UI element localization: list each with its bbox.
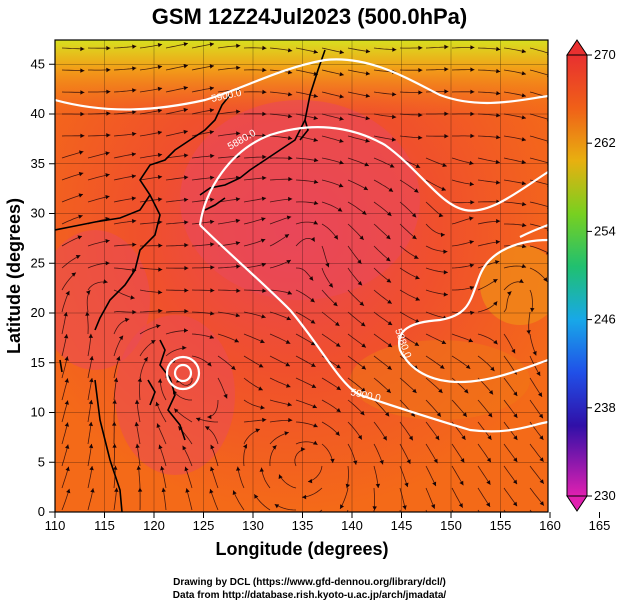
y-tick-label: 40	[31, 106, 45, 121]
x-tick-label: 120	[143, 518, 165, 533]
x-tick-label: 145	[391, 518, 413, 533]
colorbar-min-arrow	[566, 495, 588, 512]
y-tick-label: 35	[31, 156, 45, 171]
x-axis-title: Longitude (degrees)	[215, 539, 388, 559]
colorbar-max-arrow	[566, 39, 588, 56]
wind-streamlines	[61, 42, 548, 512]
y-tick-label: 10	[31, 405, 45, 420]
colorbar-label: 230	[594, 488, 616, 503]
colorbar: 270 262 254 246 238 230	[566, 39, 616, 512]
x-tick-label: 160	[539, 518, 561, 533]
plot-frame	[54, 39, 549, 513]
y-tick-label: 45	[31, 56, 45, 71]
y-tick-label: 0	[38, 504, 45, 519]
y-tick-label: 30	[31, 206, 45, 221]
credit-data: Data from http://database.rish.kyoto-u.a…	[172, 590, 447, 601]
x-tick-label: 135	[292, 518, 314, 533]
y-tick-label: 15	[31, 355, 45, 370]
y-tick-label: 20	[31, 305, 45, 320]
colorbar-label: 254	[594, 223, 616, 238]
y-axis-title: Latitude (degrees)	[4, 198, 24, 354]
colorbar-label: 262	[594, 135, 616, 150]
x-tick-label: 110	[45, 518, 66, 533]
x-tick-label: 165	[589, 518, 611, 533]
colorbar-label: 246	[594, 312, 616, 327]
x-tick-label: 155	[490, 518, 512, 533]
x-tick-label: 140	[341, 518, 363, 533]
x-tick-label: 130	[242, 518, 264, 533]
credit-drawing: Drawing by DCL (https://www.gfd-dennou.o…	[173, 577, 446, 588]
x-tick-label: 150	[440, 518, 462, 533]
colorbar-label: 270	[594, 47, 616, 62]
colorbar-label: 238	[594, 400, 616, 415]
geopotential-contours	[55, 58, 548, 433]
y-axis: 0 5 10 15 20 25 30 35 40 45	[31, 56, 55, 519]
x-tick-label: 125	[193, 518, 215, 533]
x-axis: 110 115 120 125 130 135 140 145 150 155 160 165	[45, 512, 611, 533]
coastlines	[55, 49, 326, 512]
temperature-field	[55, 40, 548, 512]
map-title: GSM 12Z24Jul2023 (500.0hPa)	[151, 4, 468, 29]
colorbar-bar	[566, 54, 588, 497]
x-tick-label: 115	[94, 518, 115, 533]
y-tick-label: 25	[31, 255, 45, 270]
y-tick-label: 5	[38, 454, 45, 469]
